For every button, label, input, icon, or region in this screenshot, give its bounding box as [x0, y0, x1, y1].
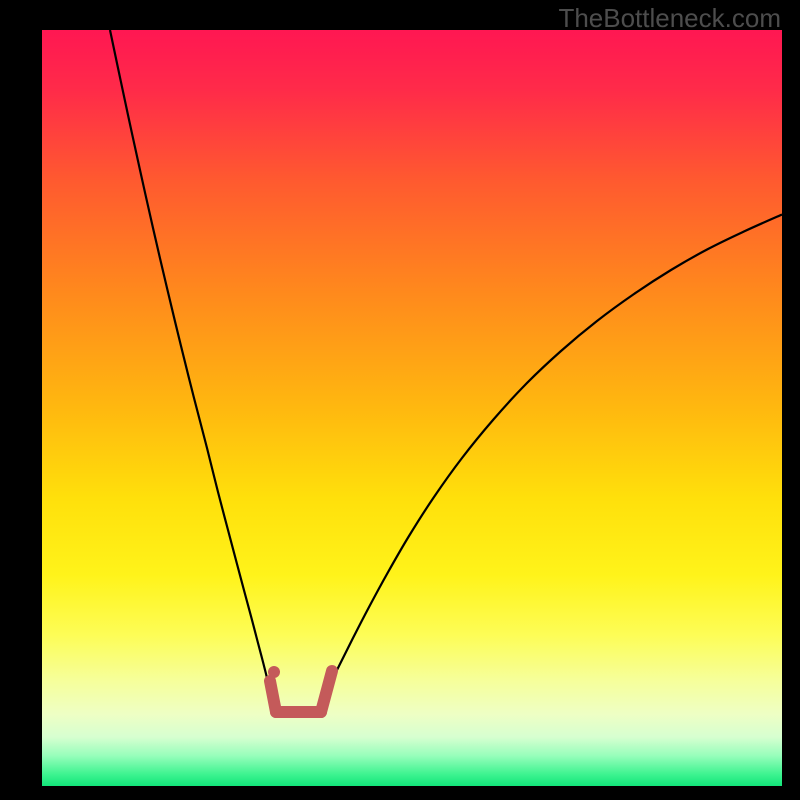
bracket-right-segment: [321, 671, 332, 712]
plot-area: [42, 30, 782, 786]
watermark-text: TheBottleneck.com: [558, 3, 781, 34]
bracket-dot: [268, 666, 280, 678]
chart-overlay-svg: [42, 30, 782, 786]
right-bottleneck-curve: [320, 215, 782, 705]
chart-stage: TheBottleneck.com: [0, 0, 800, 800]
left-bottleneck-curve: [110, 30, 274, 704]
